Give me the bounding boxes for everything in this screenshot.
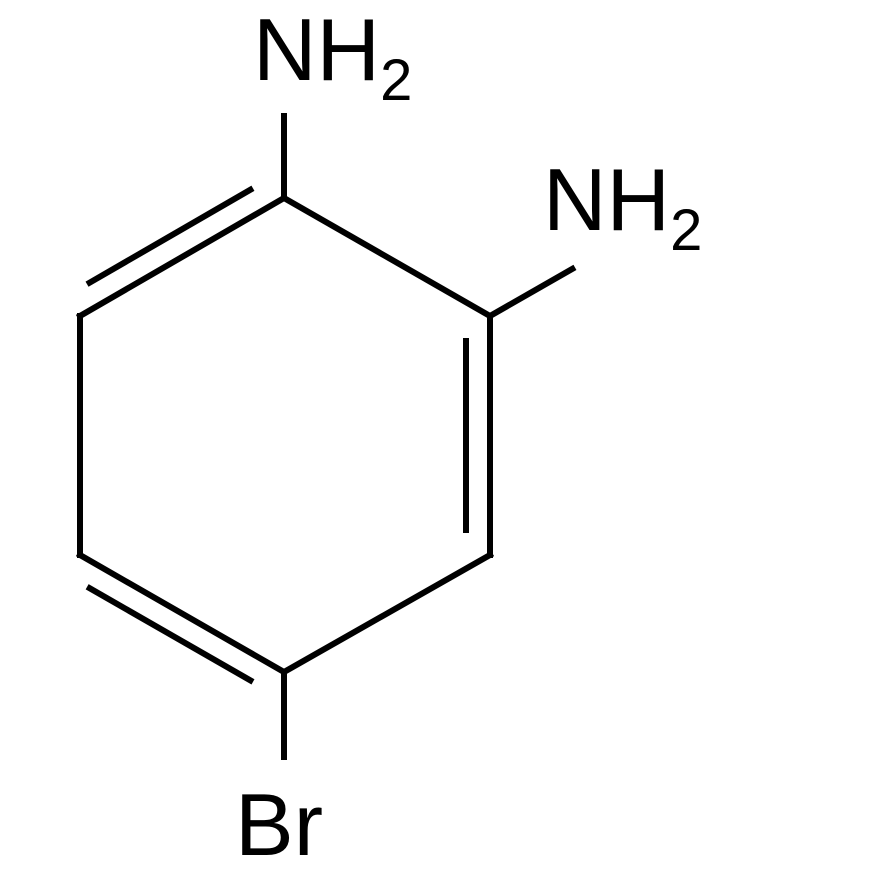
atom-label-nh2_right: NH2 xyxy=(543,150,702,263)
bond-line xyxy=(80,198,284,316)
bond-line xyxy=(80,555,284,672)
bonds-group xyxy=(80,116,572,757)
atom-label-main: NH xyxy=(253,0,380,99)
atom-label-br: Br xyxy=(235,775,323,874)
bond-line xyxy=(87,587,253,682)
bond-line xyxy=(87,188,253,284)
atom-label-nh2_top: NH2 xyxy=(253,0,412,113)
atom-label-subscript: 2 xyxy=(380,48,412,113)
atom-label-main: Br xyxy=(235,775,323,874)
bond-line xyxy=(284,198,490,316)
chemical-structure-diagram: NH2NH2Br xyxy=(0,0,890,890)
atom-label-subscript: 2 xyxy=(670,198,702,263)
atom-label-main: NH xyxy=(543,150,670,249)
bond-line xyxy=(284,555,490,672)
bond-line xyxy=(490,269,572,316)
